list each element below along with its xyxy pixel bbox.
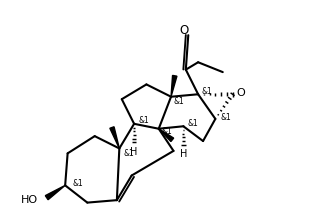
Polygon shape (110, 127, 119, 149)
Text: &1: &1 (139, 116, 149, 125)
Text: H: H (130, 147, 138, 157)
Text: &1: &1 (124, 149, 135, 158)
Polygon shape (159, 129, 174, 142)
Text: O: O (236, 88, 245, 98)
Text: &1: &1 (187, 119, 198, 128)
Text: H: H (180, 149, 187, 159)
Text: HO: HO (21, 195, 38, 205)
Text: &1: &1 (72, 179, 83, 188)
Text: O: O (179, 24, 188, 37)
Polygon shape (45, 185, 65, 200)
Text: &1: &1 (174, 97, 185, 106)
Text: &1: &1 (201, 87, 212, 96)
Text: &1: &1 (220, 113, 231, 122)
Text: &1: &1 (162, 127, 172, 136)
Polygon shape (171, 75, 177, 97)
